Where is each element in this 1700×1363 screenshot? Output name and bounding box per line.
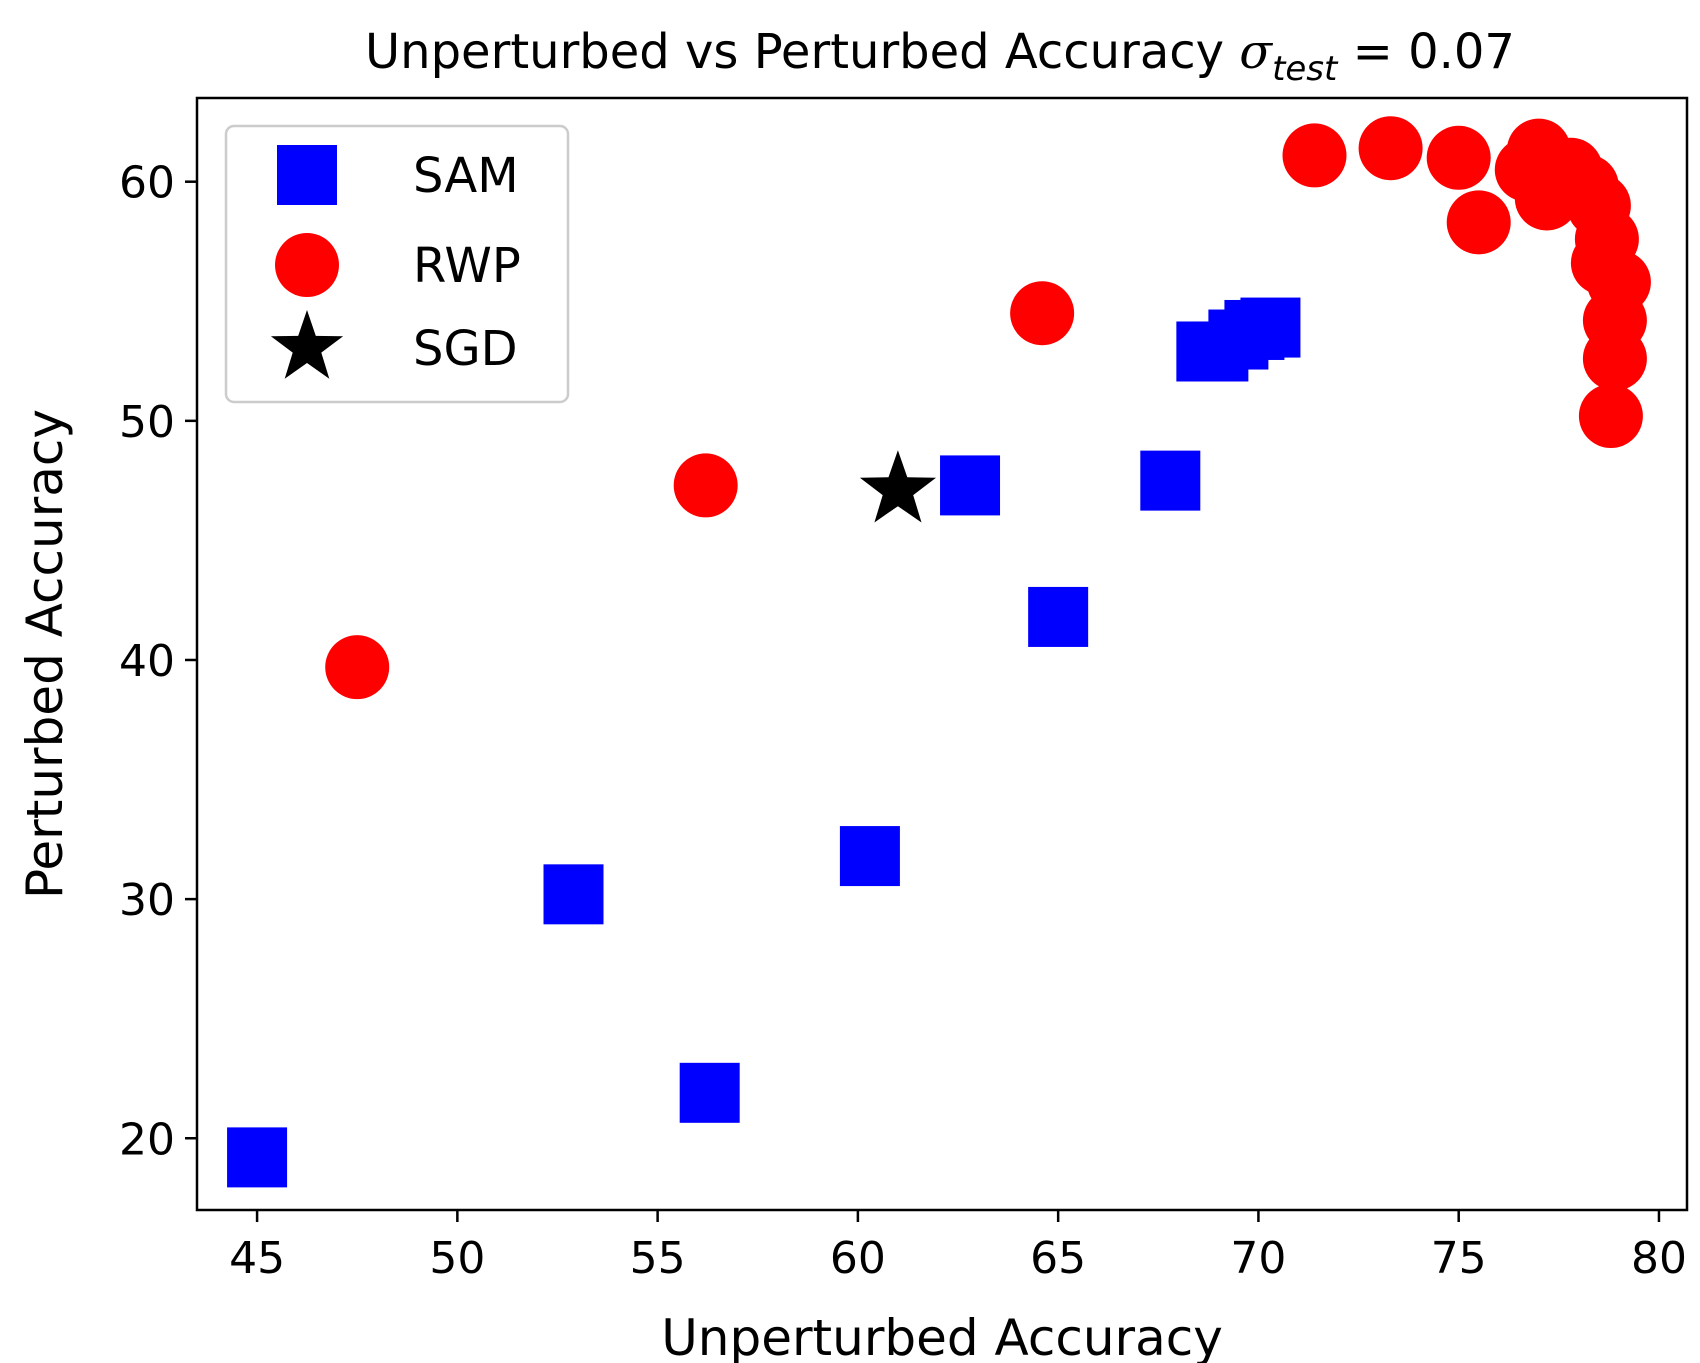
rwp-point [1358, 116, 1423, 181]
sam-point [1240, 297, 1301, 358]
axes-frame [195, 96, 1689, 1212]
sam-point [940, 455, 1001, 516]
x-tick-label: 45 [229, 1233, 285, 1284]
legend: SAM RWP SGD [224, 124, 570, 404]
sam-point [1028, 586, 1089, 647]
legend-sgd-marker [270, 310, 344, 379]
y-tick-label: 40 [119, 636, 175, 687]
legend-sam-label: SAM [413, 148, 519, 204]
plot-area [227, 116, 1651, 1188]
y-tick-label: 60 [119, 158, 175, 209]
legend-sgd-label: SGD [413, 321, 518, 377]
sam-point [227, 1127, 288, 1188]
chart-title: Unperturbed vs Perturbed Accuracy σtest … [365, 24, 1515, 89]
rwp-point [325, 635, 390, 700]
rwp-point [1010, 281, 1075, 346]
chart-title-sigma: σ [1239, 24, 1273, 80]
x-tick-label: 50 [429, 1233, 485, 1284]
chart-title-subscript: test [1272, 49, 1339, 89]
x-tick-label: 80 [1631, 1233, 1687, 1284]
sgd-point [859, 450, 936, 523]
legend-rwp-label: RWP [413, 238, 521, 294]
y-tick-label: 30 [119, 875, 175, 926]
rwp-point [1446, 190, 1511, 255]
rwp-point [1578, 384, 1643, 449]
x-tick-label: 55 [630, 1233, 686, 1284]
x-tick-label: 75 [1431, 1233, 1487, 1284]
y-axis-ticks: 20 30 40 50 60 [119, 158, 197, 1165]
x-tick-label: 70 [1230, 1233, 1286, 1284]
x-tick-label: 65 [1030, 1233, 1086, 1284]
x-axis-ticks: 45 50 55 60 65 70 75 80 [229, 1210, 1687, 1284]
legend-rwp-marker [275, 233, 339, 297]
chart-title-value: = 0.07 [1337, 24, 1515, 80]
chart-title-main: Unperturbed vs Perturbed Accuracy [365, 24, 1239, 80]
rwp-point [1582, 326, 1647, 391]
sam-point [543, 864, 604, 925]
rwp-point [1282, 123, 1347, 188]
y-tick-label: 20 [119, 1114, 175, 1165]
sam-point [1140, 450, 1201, 511]
y-tick-label: 50 [119, 397, 175, 448]
legend-sam-marker [277, 145, 337, 205]
sam-point [839, 826, 900, 887]
x-axis-label: Unperturbed Accuracy [661, 1309, 1223, 1363]
y-axis-label: Perturbed Accuracy [16, 409, 74, 899]
rwp-point [673, 453, 738, 518]
sam-point [679, 1062, 740, 1123]
x-tick-label: 60 [830, 1233, 886, 1284]
rwp-point [1426, 125, 1491, 190]
